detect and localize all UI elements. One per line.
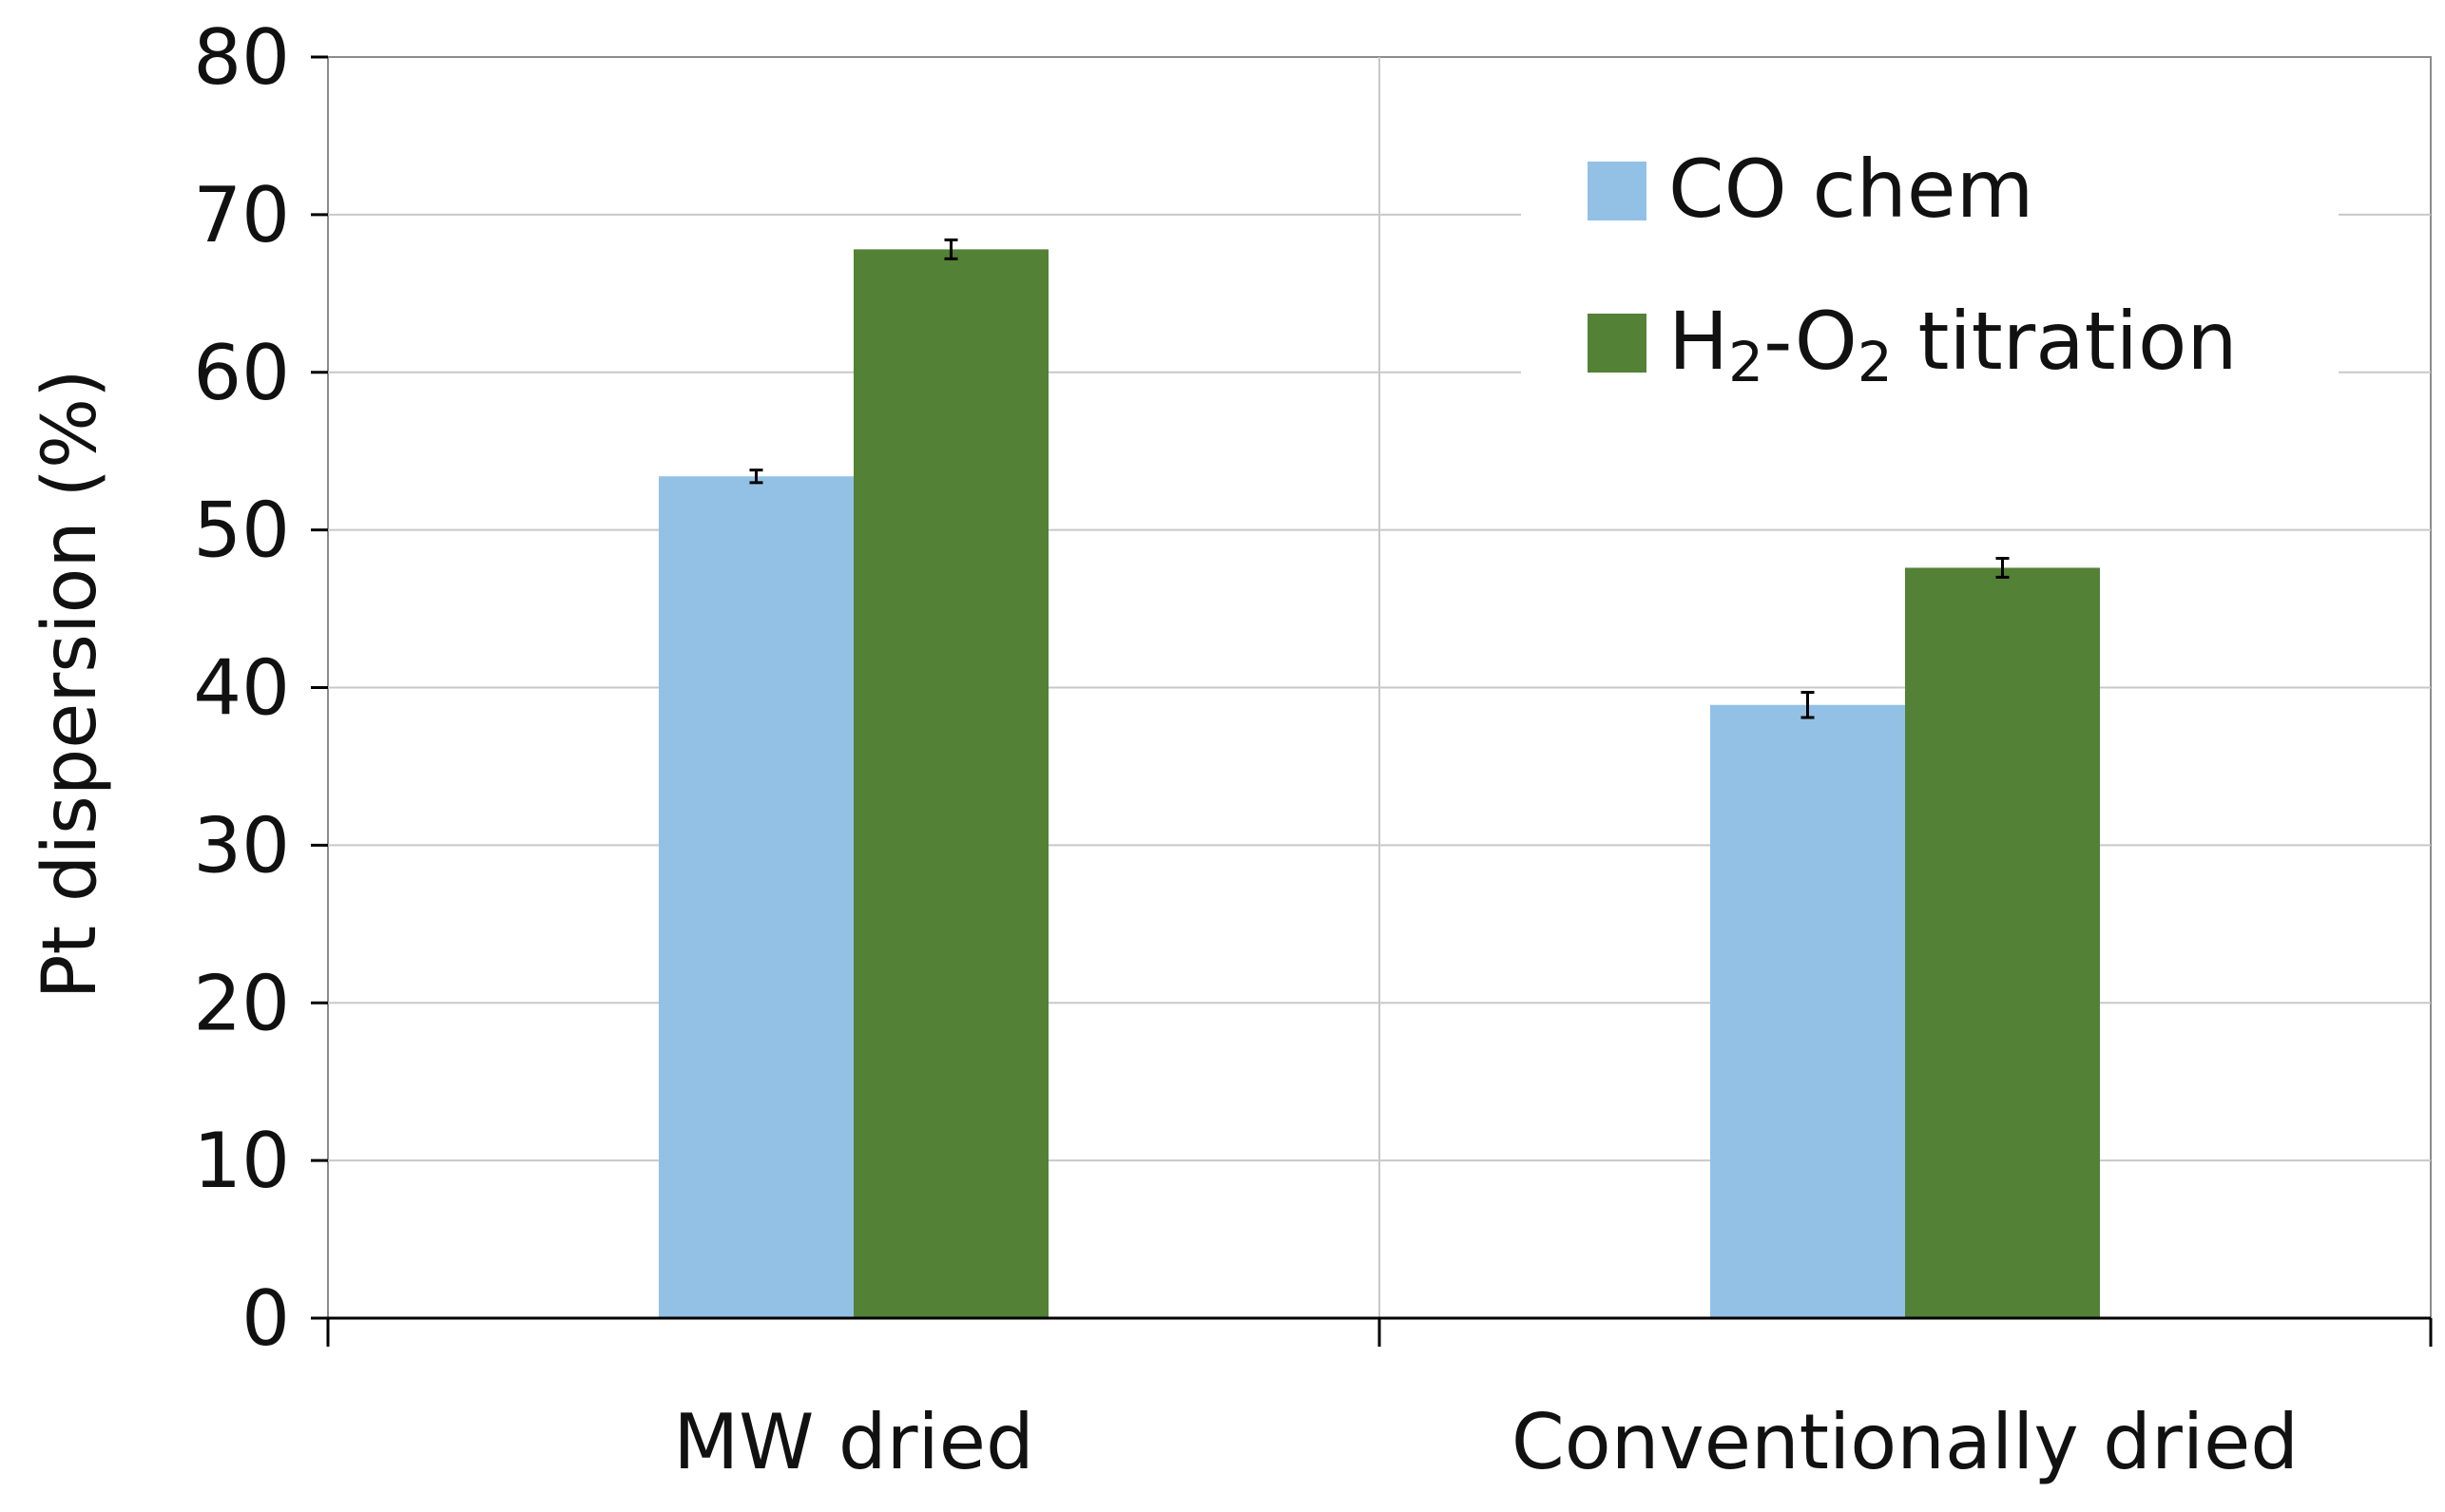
y-tick-label: 30 <box>193 801 290 890</box>
x-tick-label: MW dried <box>673 1398 1033 1486</box>
axes: 0 10 20 30 40 50 60 70 80 MW dried Conventionally … <box>193 13 2433 1486</box>
y-tick-label: 20 <box>193 959 290 1047</box>
legend-label: H2-O2 titration <box>1668 295 2238 394</box>
y-tick-label: 50 <box>193 487 290 575</box>
bar <box>1905 567 2100 1318</box>
legend-swatch <box>1588 162 1646 220</box>
bar <box>659 476 854 1318</box>
bar <box>854 249 1049 1319</box>
y-tick-label: 40 <box>193 644 290 733</box>
y-tick-label: 70 <box>193 171 290 259</box>
legend-swatch <box>1588 314 1646 373</box>
legend-label: CO chem <box>1668 143 2033 236</box>
y-axis-title: Pt dispersion (%) <box>28 369 113 999</box>
y-tick-label: 10 <box>193 1117 290 1205</box>
bar <box>1710 704 1905 1318</box>
y-tick-label: 60 <box>193 329 290 417</box>
y-tick-label: 0 <box>241 1274 290 1363</box>
error-bars <box>749 238 2010 719</box>
bars <box>659 249 2100 1319</box>
legend-background <box>1521 119 2339 394</box>
y-tick-label: 80 <box>193 13 290 102</box>
legend: CO chem H2-O2 titration <box>1521 119 2339 394</box>
x-tick-label: Conventionally dried <box>1511 1398 2299 1486</box>
